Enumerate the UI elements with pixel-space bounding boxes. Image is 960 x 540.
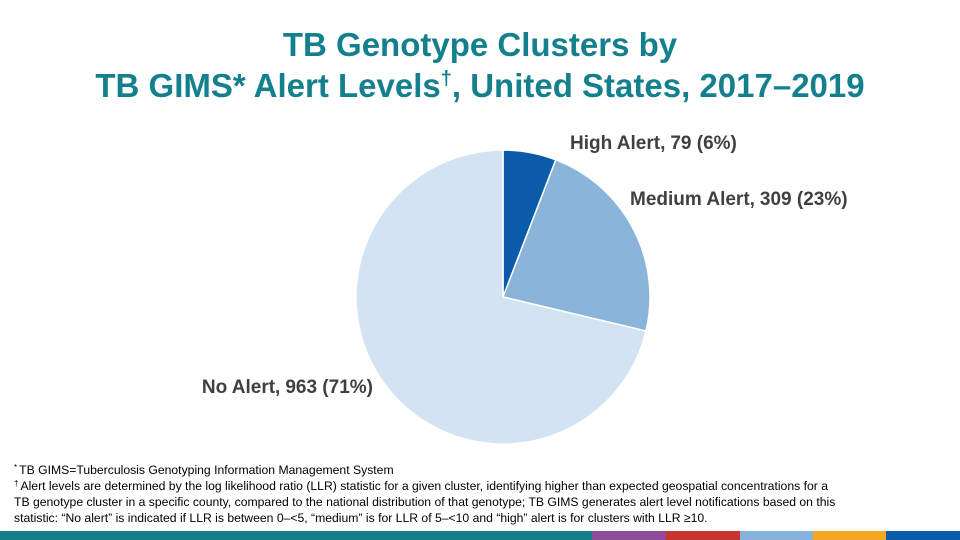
- footnote-text: Alert levels are determined by the log l…: [20, 479, 828, 493]
- slice-label: High Alert, 79 (6%): [570, 133, 737, 154]
- slice-label: No Alert, 963 (71%): [202, 377, 373, 398]
- footnote-line: * TB GIMS=Tuberculosis Genotyping Informa…: [14, 463, 394, 477]
- title-superscript: †: [441, 68, 452, 90]
- footnote-text: statistic: “No alert” is indicated if LL…: [14, 511, 708, 525]
- footnote-mark: †: [14, 479, 18, 488]
- category-name: High Alert,: [570, 133, 665, 154]
- value-label: 309 (23%): [760, 189, 848, 210]
- footnote-line: † Alert levels are determined by the log …: [14, 479, 828, 493]
- pie-slice: [501, 158, 651, 332]
- bar-segment: [813, 531, 886, 540]
- bar-segment: [592, 531, 666, 540]
- bar-segment: [666, 531, 740, 540]
- footnote-text: TB genotype cluster in a specific county…: [14, 495, 835, 509]
- bar-segment: [886, 531, 960, 540]
- bottom-bar: [0, 531, 960, 540]
- footnote-mark: *: [14, 463, 17, 472]
- labels: High Alert, 79 (6%) Medium Alert, 309 (23%)…: [202, 133, 848, 398]
- footnote-line: TB genotype cluster in a specific county…: [14, 495, 835, 509]
- category-name: No Alert,: [202, 377, 280, 398]
- value-label: 79 (6%): [670, 133, 737, 154]
- value-label: 963 (71%): [285, 377, 373, 398]
- footnote-line: statistic: “No alert” is indicated if LL…: [14, 511, 708, 525]
- bar-segment: [740, 531, 813, 540]
- title-text: TB GIMS* Alert Levels: [95, 67, 440, 104]
- title-line2: TB GIMS* Alert Levels†, United States, 2…: [95, 67, 864, 104]
- pie: [355, 149, 651, 445]
- bar-segment: [0, 531, 592, 540]
- title-text: , United States, 2017–2019: [452, 67, 865, 104]
- title-line1: TB Genotype Clusters by: [283, 26, 678, 63]
- slice-label: Medium Alert, 309 (23%): [630, 189, 848, 210]
- category-name: Medium Alert,: [630, 189, 755, 210]
- footnote-text: TB GIMS=Tuberculosis Genotyping Informat…: [19, 463, 393, 477]
- pie-slice: [355, 149, 647, 445]
- footnotes: * TB GIMS=Tuberculosis Genotyping Informa…: [14, 463, 835, 525]
